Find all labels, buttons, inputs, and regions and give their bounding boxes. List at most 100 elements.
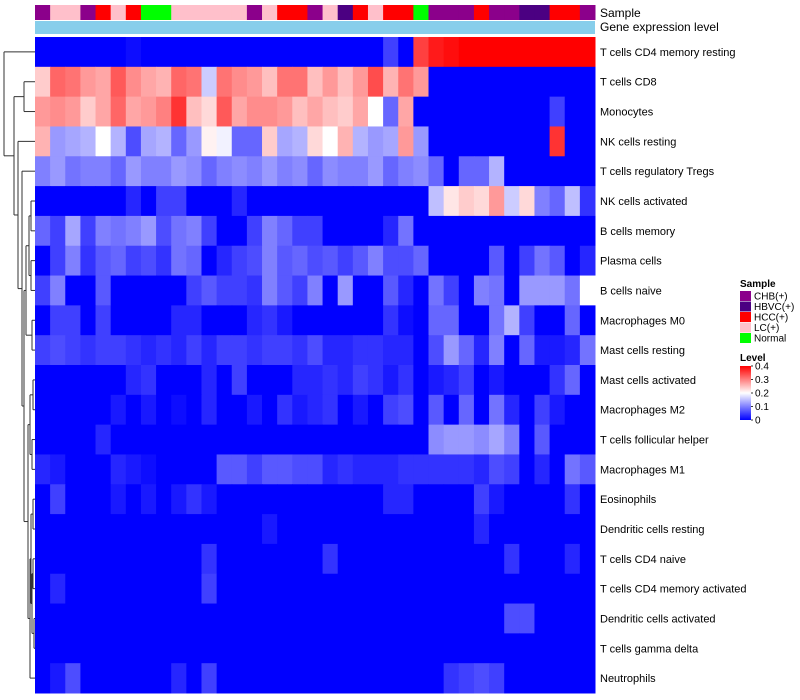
heatmap-cell: [307, 66, 324, 98]
heatmap-cell: [246, 156, 263, 187]
heatmap-cell: [277, 424, 293, 455]
heatmap-cell: [186, 186, 202, 217]
heatmap-cell: [140, 275, 157, 306]
heatmap-cell: [443, 484, 460, 515]
heatmap-cell: [246, 305, 263, 336]
heatmap-cell: [322, 454, 339, 485]
heatmap-cell: [95, 633, 112, 664]
heatmap-cell: [579, 245, 596, 277]
heatmap-cell: [383, 215, 399, 247]
heatmap-cell: [80, 603, 97, 634]
heatmap-cell: [50, 603, 66, 634]
heatmap-cell: [125, 215, 142, 247]
heatmap-cell: [231, 633, 248, 664]
sample-annotation-cell: [50, 5, 66, 20]
heatmap-cell: [246, 245, 263, 277]
heatmap-cell: [95, 454, 112, 485]
heatmap-cell: [95, 514, 112, 545]
heatmap-cell: [35, 573, 51, 605]
heatmap-cell: [534, 573, 551, 605]
heatmap-cell: [337, 66, 354, 98]
level-legend-tick-label: 0.1: [755, 402, 769, 413]
heatmap-cell: [549, 245, 566, 277]
heatmap-cell: [307, 335, 324, 366]
sample-legend-label: Normal: [754, 334, 786, 345]
heatmap-cell: [413, 633, 430, 664]
heatmap-cell: [50, 66, 66, 98]
heatmap-cell: [413, 424, 430, 455]
heatmap-cell: [231, 66, 248, 98]
heatmap-cell: [186, 514, 202, 545]
heatmap-cell: [473, 514, 490, 545]
heatmap-cell: [549, 573, 566, 605]
row-label: Macrophages M1: [600, 464, 685, 476]
heatmap-cell: [398, 245, 414, 277]
heatmap-cell: [549, 424, 566, 455]
heatmap-cell: [549, 156, 566, 187]
heatmap-cell: [367, 663, 384, 694]
heatmap-cell: [473, 394, 490, 426]
heatmap-cell: [383, 156, 399, 187]
sample-annotation-cell: [156, 5, 172, 20]
heatmap-cell: [564, 603, 581, 634]
heatmap-cell: [534, 663, 551, 694]
heatmap-cell: [489, 275, 505, 306]
heatmap-cell: [231, 275, 248, 306]
heatmap-cell: [383, 454, 399, 485]
heatmap-cell: [125, 335, 142, 366]
heatmap-cell: [322, 126, 339, 157]
heatmap-cell: [201, 514, 218, 545]
sample-legend-label: CHB(+): [754, 292, 788, 303]
heatmap-cell: [216, 126, 233, 157]
heatmap-cell: [337, 275, 354, 306]
heatmap-cell: [413, 126, 430, 157]
heatmap-cell: [458, 365, 475, 396]
heatmap-cell: [307, 424, 324, 455]
heatmap-cell: [95, 37, 112, 68]
heatmap-cell: [398, 335, 414, 366]
heatmap-cell: [156, 126, 172, 157]
heatmap-cell: [458, 245, 475, 277]
heatmap-cell: [549, 96, 566, 127]
heatmap-cell: [428, 365, 445, 396]
heatmap-cell: [262, 663, 278, 694]
heatmap-cell: [519, 186, 535, 217]
row-label: T cells CD4 memory resting: [600, 47, 736, 59]
heatmap-cell: [50, 37, 66, 68]
heatmap-cell: [110, 514, 127, 545]
heatmap-cell: [35, 156, 51, 187]
sample-annotation-cell: [352, 5, 369, 20]
heatmap-cell: [413, 484, 430, 515]
heatmap-cell: [262, 424, 278, 455]
heatmap-cell: [504, 215, 520, 247]
heatmap-cell: [246, 66, 263, 98]
heatmap-cell: [443, 543, 460, 575]
heatmap-cell: [473, 96, 490, 127]
heatmap-cell: [504, 633, 520, 664]
heatmap-cell: [35, 66, 51, 98]
heatmap-cell: [110, 573, 127, 605]
heatmap-cell: [549, 484, 566, 515]
heatmap-cell: [201, 156, 218, 187]
heatmap-cell: [186, 633, 202, 664]
heatmap-cell: [398, 573, 414, 605]
heatmap-cell: [231, 394, 248, 426]
heatmap-cell: [367, 424, 384, 455]
heatmap-cell: [398, 186, 414, 217]
heatmap-cell: [262, 573, 278, 605]
heatmap-cell: [489, 484, 505, 515]
heatmap-cell: [489, 424, 505, 455]
heatmap-cell: [35, 275, 51, 306]
heatmap-cell: [277, 603, 293, 634]
heatmap-cell: [262, 335, 278, 366]
heatmap-cell: [504, 245, 520, 277]
heatmap-cell: [504, 603, 520, 634]
heatmap-cell: [322, 215, 339, 247]
heatmap-cell: [110, 543, 127, 575]
heatmap-cell: [201, 424, 218, 455]
heatmap-cell: [292, 603, 308, 634]
heatmap-cell: [277, 66, 293, 98]
heatmap-cell: [277, 543, 293, 575]
heatmap-cell: [322, 245, 339, 277]
heatmap-cell: [125, 633, 142, 664]
